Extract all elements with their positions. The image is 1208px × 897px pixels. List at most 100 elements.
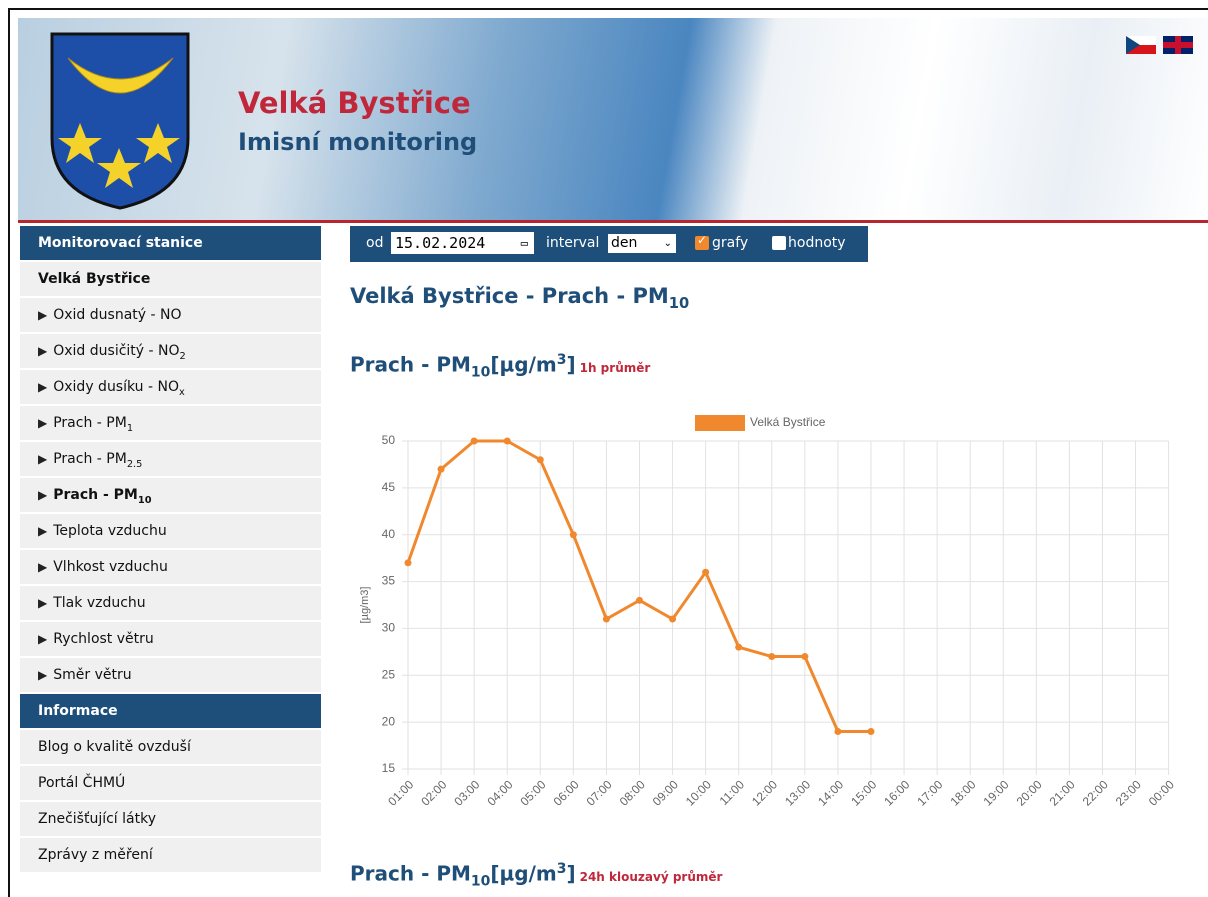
legend-swatch (695, 415, 745, 431)
nav-text: Rychlost větru (53, 631, 154, 647)
nav-arrow: ▶ (38, 524, 48, 538)
nav-item[interactable]: ▶ Prach - PM2.5 (20, 442, 321, 477)
nav-item[interactable]: ▶ Oxid dusičitý - NO2 (20, 334, 321, 369)
chart: 15 20 25 30 35 40 45 50 01:00 02:00 03:00 04:00 05:0… (359, 415, 1177, 809)
info-link[interactable]: Zprávy z měření (20, 838, 321, 873)
x-tick-label: 02:00 (418, 777, 449, 808)
nav-item[interactable]: ▶ Prach - PM10 (20, 478, 321, 513)
point (801, 653, 809, 661)
nav-item[interactable]: ▶ Prach - PM1 (20, 406, 321, 441)
x-tick-label: 23:00 (1113, 777, 1144, 808)
point (536, 456, 544, 464)
nav-text: Prach - PM (53, 415, 127, 431)
section-title: Prach - PM10[µg/m3] 24h klouzavý průměr (350, 861, 722, 890)
interval-value: den (611, 235, 638, 251)
point (834, 728, 842, 736)
nav-sub: 1 (126, 422, 134, 434)
nav-sub: 2.5 (126, 458, 143, 470)
charts-checkbox[interactable]: ✓ (695, 233, 709, 250)
nav-arrow: ▶ (38, 560, 48, 574)
point (768, 653, 776, 661)
nav-arrow: ▶ (38, 596, 48, 610)
info-link[interactable]: Blog o kvalitě ovzduší (20, 730, 321, 765)
nav-arrow: ▶ (38, 452, 48, 466)
y-tick-label: 15 (382, 761, 396, 775)
flag-cz-blue (1126, 36, 1140, 54)
site-subtitle: Imisní monitoring (238, 128, 478, 156)
section-sub: 10 (470, 873, 491, 890)
date-input[interactable]: 15.02.2024 ▭ (391, 232, 534, 254)
point (735, 643, 743, 651)
section-sup: 3 (556, 352, 567, 368)
page-title-sub: 10 (668, 295, 690, 313)
section-title: Prach - PM10[µg/m3] 1h průměr (350, 352, 650, 381)
select-arrow: ⌄ (663, 238, 672, 249)
nav-text: Oxidy dusíku - NO (53, 379, 179, 395)
site-title: Velká Bystřice (238, 86, 471, 120)
point (470, 437, 478, 445)
page-title-text: Velká Bystřice - Prach - PM (350, 284, 669, 308)
x-tick-label: 22:00 (1080, 777, 1111, 808)
x-tick-label: 14:00 (815, 777, 846, 808)
info-link[interactable]: Znečišťující látky (20, 802, 321, 837)
nav-sub: x (179, 386, 185, 398)
values-label: hodnoty (788, 235, 846, 251)
sidebar-heading: Informace (20, 694, 321, 729)
nav-text: Vlhkost vzduchu (53, 559, 168, 575)
sidebar-heading: Monitorovací stanice (20, 226, 321, 261)
crescent (67, 57, 174, 94)
x-tick-label: 07:00 (584, 777, 615, 808)
nav-text: Tlak vzduchu (53, 595, 146, 611)
section-text: Prach - PM (350, 861, 471, 886)
y-tick-label: 25 (382, 667, 396, 681)
nav-text: Prach - PM (53, 451, 127, 467)
y-tick-label: 20 (382, 714, 396, 728)
y-tick-label: 40 (382, 527, 396, 541)
date-value: 15.02.2024 (395, 234, 486, 252)
info-link[interactable]: Portál ČHMÚ (20, 766, 321, 801)
y-tick-label: 45 (382, 480, 396, 494)
nav-item[interactable]: ▶ Oxid dusnatý - NO (20, 298, 321, 333)
x-tick-label: 09:00 (650, 777, 681, 808)
nav-arrow: ▶ (38, 632, 48, 646)
x-tick-label: 08:00 (617, 777, 648, 808)
nav-item[interactable]: ▶ Tlak vzduchu (20, 586, 321, 621)
y-axis-title: [µg/m3] (359, 587, 371, 624)
section-unit: [µg/m (490, 861, 557, 886)
point (569, 531, 577, 539)
y-tick-label: 30 (382, 621, 396, 635)
point (404, 559, 412, 567)
x-tick-label: 06:00 (551, 777, 582, 808)
frame (8, 8, 1208, 897)
x-tick-label: 15:00 (848, 777, 879, 808)
interval-select[interactable]: den ⌄ (608, 234, 676, 253)
nav-text: Oxid dusičitý - NO (53, 343, 180, 359)
point (635, 596, 643, 604)
section-note: 24h klouzavý průměr (579, 869, 723, 884)
section-unit: [µg/m (490, 352, 557, 377)
nav-sub: 2 (179, 350, 186, 362)
values-checkbox[interactable] (772, 236, 786, 250)
nav-item[interactable]: ▶ Rychlost větru (20, 622, 321, 657)
section-sup: 3 (556, 861, 567, 877)
nav-item[interactable]: ▶ Teplota vzduchu (20, 514, 321, 549)
x-tick-label: 20:00 (1014, 777, 1045, 808)
section-unit-end: ] (566, 352, 576, 377)
x-tick-label: 00:00 (1146, 777, 1177, 808)
nav-item[interactable]: ▶ Oxidy dusíku - NOx (20, 370, 321, 405)
x-tick-label: 17:00 (914, 777, 945, 808)
x-tick-label: 11:00 (717, 777, 748, 808)
nav-text: Směr větru (53, 667, 132, 683)
station: Velká Bystřice (20, 262, 321, 297)
x-tick-label: 04:00 (484, 777, 515, 808)
legend-label: Velká Bystřice (750, 415, 826, 429)
nav-item[interactable]: ▶ Vlhkost vzduchu (20, 550, 321, 585)
nav-arrow: ▶ (38, 308, 48, 322)
point (702, 568, 710, 576)
nav-item[interactable]: ▶ Směr větru (20, 658, 321, 693)
x-tick-label: 18:00 (947, 777, 978, 808)
x-tick-label: 01:00 (385, 777, 416, 808)
star (58, 123, 102, 163)
star (136, 123, 180, 163)
